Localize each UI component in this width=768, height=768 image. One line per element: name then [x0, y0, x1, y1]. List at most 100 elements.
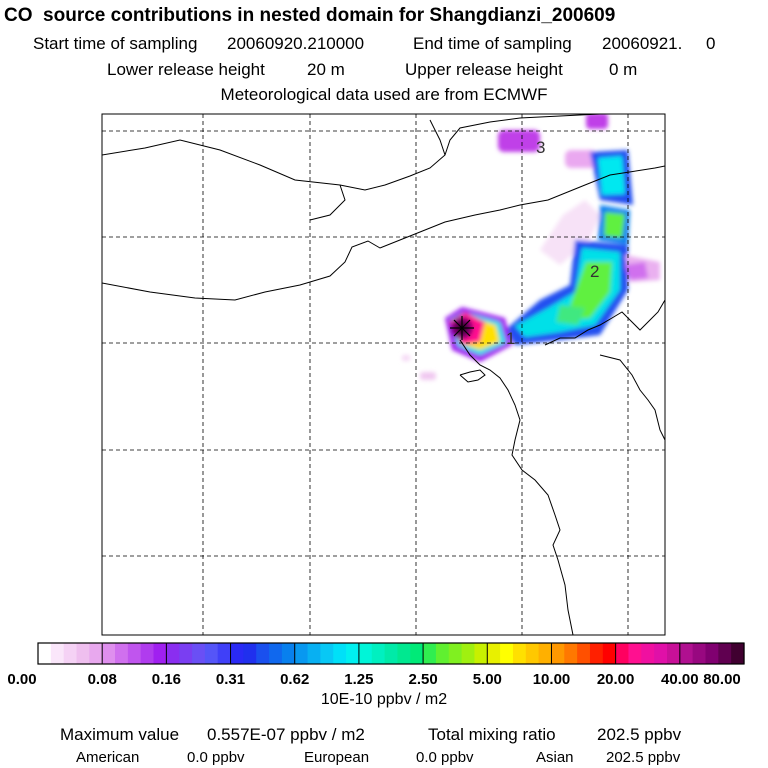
- colorbar-swatch: [602, 643, 617, 664]
- colorbar-swatch: [320, 643, 334, 664]
- max-value-label: Maximum value: [60, 725, 180, 744]
- plot-area: [102, 114, 665, 635]
- colorbar-swatch: [269, 643, 283, 664]
- colorbar-swatch: [384, 643, 399, 664]
- colorbar-units: 10E-10 ppbv / m2: [320, 691, 448, 708]
- colorbar-swatch: [666, 643, 681, 664]
- colorbar-swatch: [230, 643, 244, 664]
- colorbar-swatch: [333, 643, 347, 664]
- colorbar-tick-label: 5.00: [473, 671, 502, 688]
- colorbar-tick-labels: 0.00 0.08 0.16 0.31 0.62 1.25 2.50 5.00 10.00 20.…: [7, 671, 740, 688]
- colorbar-swatch: [615, 643, 630, 664]
- colorbar-tick-label: 0.08: [88, 671, 117, 688]
- colorbar-swatch: [50, 643, 65, 664]
- colorbar-swatch: [76, 643, 90, 664]
- colorbar-swatch: [448, 643, 463, 664]
- trajectory-label-1: 1: [506, 329, 515, 348]
- region-american-value: 0.0 ppbv: [187, 749, 245, 766]
- colorbar-swatch: [435, 643, 450, 664]
- max-value: 0.557E-07 ppbv / m2: [207, 725, 365, 744]
- colorbar-swatch: [63, 643, 78, 664]
- colorbar-swatch: [217, 643, 232, 664]
- colorbar-tick-label: 0.16: [152, 671, 181, 688]
- colorbar-swatch: [654, 643, 668, 664]
- colorbar-border: [37, 642, 745, 665]
- region-european-value: 0.0 ppbv: [416, 749, 474, 766]
- concentration-field: [402, 114, 660, 380]
- colorbar-tick-label: 80.00: [703, 671, 741, 688]
- colorbar-swatch: [307, 643, 321, 664]
- upper-release-label: Upper release height: [405, 60, 563, 79]
- colorbar-swatch: [346, 643, 360, 664]
- colorbar-swatch: [487, 643, 501, 664]
- coastlines: [102, 114, 665, 635]
- colorbar-swatch: [538, 643, 553, 664]
- colorbar-swatch: [102, 643, 116, 664]
- lower-release-label: Lower release height: [107, 60, 265, 79]
- colorbar-swatch: [127, 643, 142, 664]
- colorbar-swatch: [461, 643, 476, 664]
- total-mixing-value: 202.5 ppbv: [597, 725, 682, 744]
- colorbar-tick-label: 2.50: [408, 671, 437, 688]
- colorbar-swatch: [115, 643, 129, 664]
- colorbar-swatch: [204, 643, 219, 664]
- end-time-value: 20060921. 0: [602, 34, 716, 53]
- lat-lon-grid: [102, 114, 665, 635]
- colorbar-swatch: [153, 643, 167, 664]
- colorbar-swatch: [256, 643, 270, 664]
- region-asian-label: Asian: [536, 749, 574, 766]
- colorbar-swatch: [166, 643, 180, 664]
- region-asian-value: 202.5 ppbv: [606, 749, 681, 766]
- total-mixing-label: Total mixing ratio: [428, 725, 556, 744]
- colorbar-swatch: [641, 643, 655, 664]
- colorbar-swatch: [679, 643, 694, 664]
- colorbar-swatch: [38, 643, 52, 664]
- colorbar-tick-label: 20.00: [597, 671, 635, 688]
- start-time-label: Start time of sampling: [33, 34, 198, 53]
- trajectory-label-3: 3: [536, 138, 545, 157]
- colorbar-swatch: [179, 643, 193, 664]
- colorbar-dividers: [101, 643, 681, 664]
- colorbar-swatch: [281, 643, 296, 664]
- colorbar-swatch: [474, 643, 488, 664]
- colorbar-swatch: [731, 643, 745, 664]
- colorbar-swatch: [551, 643, 565, 664]
- colorbar-swatch: [89, 643, 103, 664]
- plot-border: [101, 113, 666, 636]
- colorbar-tick-label: 0.00: [7, 671, 36, 688]
- upper-release-value: 0 m: [609, 60, 638, 79]
- region-american-label: American: [76, 749, 140, 766]
- figure-title: CO source contributions in nested domain…: [4, 5, 616, 26]
- plume-patch-north: [498, 130, 540, 152]
- colorbar-tick-label: 10.00: [533, 671, 571, 688]
- region-european-label: European: [304, 749, 370, 766]
- colorbar-swatch: [410, 643, 424, 664]
- trajectory-label-2: 2: [590, 262, 599, 281]
- start-time-value: 20060920.210000: [227, 34, 365, 53]
- met-data-note: Meteorological data used are from ECMWF: [220, 85, 548, 104]
- colorbar-swatch: [564, 643, 578, 664]
- colorbar-swatch: [589, 643, 604, 664]
- colorbar-swatch: [358, 643, 373, 664]
- colorbar-swatch: [192, 643, 206, 664]
- colorbar-swatch: [243, 643, 257, 664]
- colorbar-swatch: [628, 643, 642, 664]
- colorbar-swatch: [718, 643, 732, 664]
- colorbar-swatch: [294, 643, 309, 664]
- colorbar-tick-label: 1.25: [344, 671, 373, 688]
- colorbar-swatch: [705, 643, 719, 664]
- lower-release-value: 20 m: [307, 60, 345, 79]
- colorbar-tick-label: 0.62: [280, 671, 309, 688]
- colorbar-swatch: [140, 643, 155, 664]
- colorbar-swatch: [423, 643, 437, 664]
- colorbar-swatch: [577, 643, 591, 664]
- colorbar-swatch: [397, 643, 411, 664]
- end-time-label: End time of sampling: [413, 34, 572, 53]
- colorbar-swatches: [38, 643, 745, 664]
- colorbar-swatch: [500, 643, 514, 664]
- receptor-marker: [450, 316, 474, 340]
- colorbar-swatch: [512, 643, 527, 664]
